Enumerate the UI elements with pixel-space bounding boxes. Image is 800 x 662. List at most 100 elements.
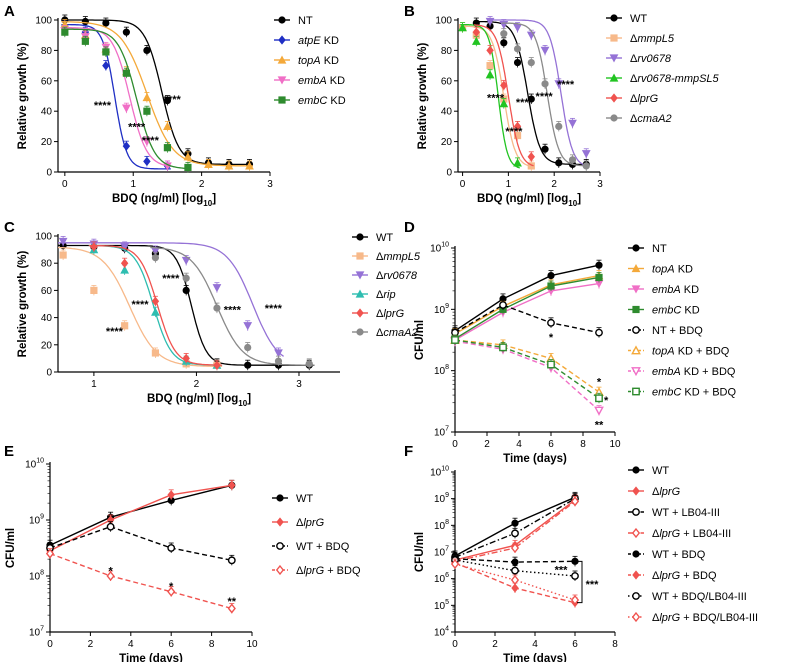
chart-panel-b: 0 20 40 60 80 100 0 1 2 3 BDQ (ng/ml) [log10] Relat… (417, 13, 720, 208)
data-point (547, 282, 555, 290)
data-point (513, 131, 522, 140)
fit-curve (61, 19, 253, 166)
data-point (547, 360, 555, 369)
legend-marker (632, 387, 640, 396)
data-point (511, 519, 519, 527)
legend-label: ΔlprG + BDQ/LB04-III (652, 612, 758, 624)
data-point (594, 406, 604, 416)
data-point (513, 158, 522, 167)
y-tick-label: 0 (46, 168, 52, 179)
x-tick-label: 2 (492, 639, 498, 650)
significance-label: * (604, 395, 609, 407)
legend-entry: WT + BDQ (272, 541, 350, 553)
legend-entry: WT + LB04-III (628, 507, 720, 519)
series--rv0678 (58, 236, 285, 358)
x-tick-label: 0 (460, 179, 466, 190)
data-point (142, 92, 152, 102)
series--lprg-bdq-lb04-iii (450, 558, 580, 606)
data-point (183, 152, 193, 161)
legend-marker (632, 486, 640, 496)
legend-label: NT (298, 15, 313, 27)
data-point (81, 17, 89, 26)
legend-label: ΔlprG + BDQ (652, 570, 717, 582)
data-point (213, 304, 221, 312)
panel-letter-e: E (4, 443, 14, 460)
data-point (143, 107, 151, 115)
data-point (122, 69, 130, 77)
legend-entry: embA KD + BDQ (628, 366, 736, 378)
significance-label: **** (505, 126, 523, 138)
data-point (120, 265, 130, 274)
legend-marker (278, 35, 286, 45)
data-point (513, 23, 522, 33)
y-tick-label: 1010 (430, 242, 449, 255)
y-tick-label: 0 (446, 168, 452, 179)
legend-label: NT (652, 243, 667, 255)
data-point (458, 23, 467, 32)
x-tick-label: 2 (551, 179, 557, 190)
data-point (106, 522, 115, 531)
legend-entry: NT (274, 15, 313, 27)
legend-entry: topA KD (628, 264, 693, 276)
data-point (45, 548, 55, 559)
data-point (120, 243, 130, 252)
data-point (167, 544, 176, 552)
legend-marker (356, 328, 364, 336)
panel-letter-d: D (404, 219, 415, 236)
data-point (500, 39, 508, 47)
significance-label: * (549, 332, 554, 344)
y-tick-label: 107 (434, 546, 449, 559)
y-tick-label: 1010 (25, 458, 44, 471)
series-line (454, 339, 600, 393)
data-point (163, 96, 172, 105)
data-point (81, 37, 89, 45)
fit-curve (460, 25, 534, 168)
series-line (454, 282, 600, 341)
y-tick-label: 109 (434, 303, 449, 316)
y-tick-label: 40 (441, 107, 453, 118)
legend-marker (632, 592, 640, 600)
x-tick-label: 2 (484, 439, 490, 450)
chart-panel-f: 104 105 106 107 108 109 1010 0 2 4 6 8 Time (days) CF… (414, 465, 758, 662)
legend-entry: atpE KD (274, 35, 339, 47)
data-point (541, 145, 549, 153)
legend-marker (631, 367, 641, 377)
data-point (595, 261, 603, 269)
data-point (511, 566, 519, 575)
legend-entry: Δrv0678 (606, 53, 672, 65)
legend-marker (356, 308, 364, 318)
legend-entry: ΔlprG (606, 93, 659, 105)
data-point (121, 322, 129, 330)
data-point (204, 159, 213, 169)
data-point (274, 357, 283, 365)
series-emba-kd (60, 25, 172, 171)
fit-curve (150, 246, 315, 366)
legend-label: topA KD (298, 55, 339, 67)
legend-label: embC KD (298, 95, 346, 107)
series--cmaa2 (500, 22, 590, 171)
significance-label: **** (224, 304, 242, 316)
panel-letter-b: B (404, 3, 415, 20)
data-point (102, 60, 110, 71)
legend-marker (610, 114, 618, 122)
series-line (454, 264, 600, 332)
significance-label: **** (142, 135, 160, 147)
data-point (513, 121, 522, 132)
legend-label: ΔmmpL5 (376, 251, 421, 263)
y-tick-label: 80 (41, 46, 53, 57)
legend-marker (276, 542, 284, 550)
fit-curve (61, 23, 171, 170)
legend-label: WT (376, 232, 393, 244)
x-axis-label: BDQ (ng/ml) [log10] (147, 393, 251, 408)
legend-entry: WT + BDQ/LB04-III (628, 591, 747, 603)
x-tick-label: 1 (130, 179, 136, 190)
significance-label: **** (516, 97, 534, 109)
data-point (102, 48, 110, 56)
legend-entry: Δrip (352, 289, 396, 301)
legend-label: WT (296, 493, 313, 505)
data-point (510, 574, 520, 586)
legend-entry: ΔlprG (628, 486, 681, 498)
legend-marker (355, 271, 365, 280)
x-tick-label: 3 (267, 179, 273, 190)
data-point (227, 556, 236, 565)
